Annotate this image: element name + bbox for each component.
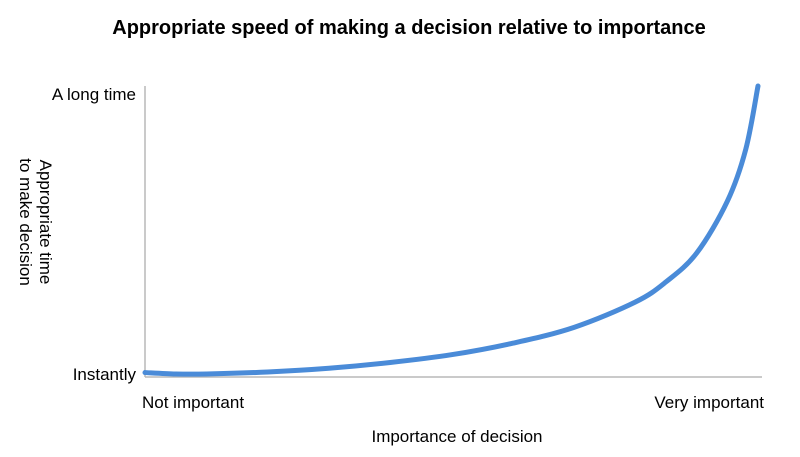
x-axis-title: Importance of decision — [371, 427, 542, 446]
x-tick-label-right: Very important — [654, 393, 764, 412]
x-tick-label-left: Not important — [142, 393, 244, 412]
series-layer — [142, 83, 761, 377]
chart-title: Appropriate speed of making a decision r… — [112, 17, 705, 39]
series-line-0 — [142, 83, 761, 377]
y-axis-title-line-2: to make decision — [16, 158, 35, 286]
y-axis-title-line-1: Appropriate time — [36, 160, 55, 285]
y-tick-label-top: A long time — [52, 85, 136, 104]
y-tick-label-bottom: Instantly — [73, 365, 137, 384]
